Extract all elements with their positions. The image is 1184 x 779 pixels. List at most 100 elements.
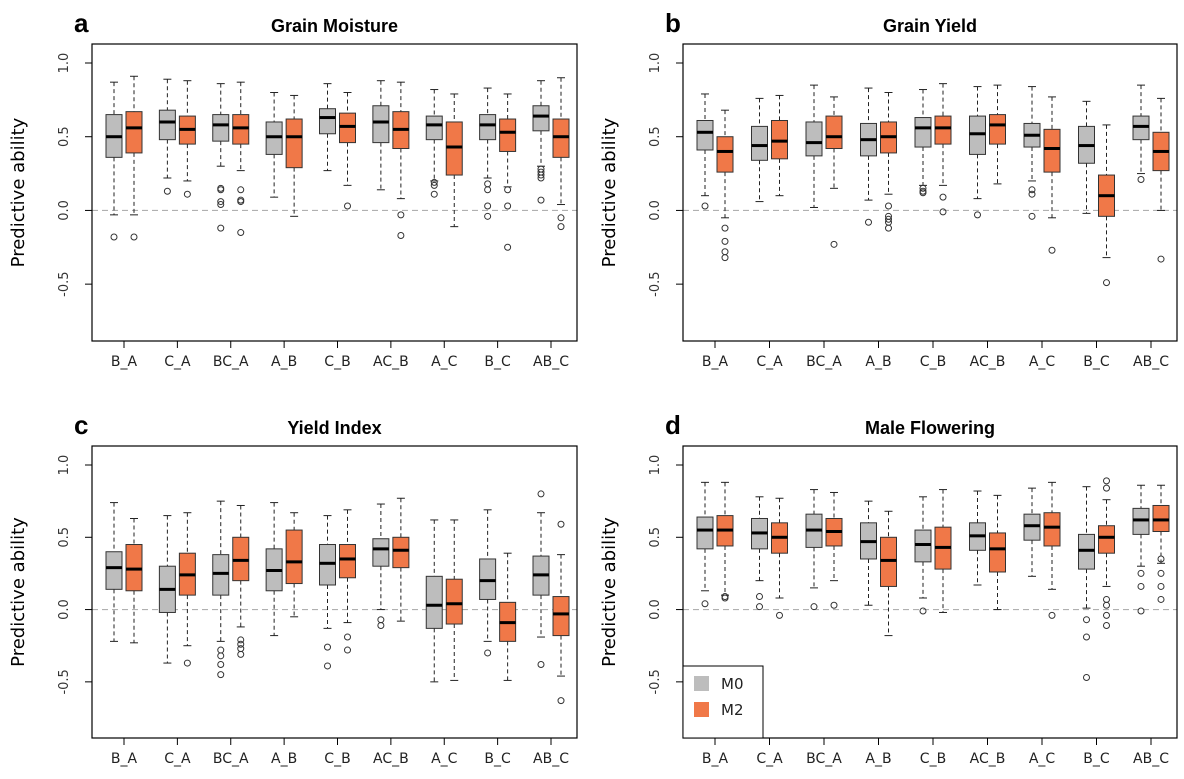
- panel-title: Male Flowering: [865, 418, 995, 438]
- box-M2-B_C: [499, 93, 517, 251]
- outlier-point: [537, 661, 545, 669]
- box-iqr: [751, 125, 768, 161]
- box-M2-A_B: [285, 512, 303, 618]
- box-M0-C_B: [914, 89, 932, 197]
- box-iqr: [105, 551, 123, 590]
- box-iqr: [934, 115, 952, 145]
- x-tick-label: BC_A: [213, 354, 249, 370]
- box-M2-B_C: [1098, 124, 1115, 287]
- outlier-point: [939, 193, 947, 201]
- outlier-point: [1048, 611, 1056, 619]
- y-tick-label: 0.5: [648, 527, 663, 548]
- outlier-point: [1083, 616, 1090, 624]
- x-tick-label: C_A: [756, 354, 783, 370]
- outlier-point: [217, 671, 225, 679]
- outlier-point: [430, 178, 438, 186]
- outlier-point: [721, 248, 729, 256]
- box-M2-B_A: [125, 75, 143, 241]
- box-M2-A_C: [1043, 481, 1061, 619]
- outlier-point: [721, 237, 729, 245]
- outlier-point: [183, 659, 191, 667]
- outlier-point: [756, 593, 763, 601]
- outlier-point: [557, 214, 565, 222]
- box-M0-A_B: [265, 91, 283, 198]
- x-tick-label: B_A: [702, 354, 729, 370]
- outlier-point: [217, 661, 225, 669]
- x-tick-label: BC_A: [806, 354, 842, 370]
- panel-letter: b: [665, 8, 681, 38]
- outlier-point: [830, 601, 838, 609]
- box-M2-C_B: [339, 91, 356, 210]
- x-tick-label: C_A: [164, 751, 191, 767]
- outlier-point: [1103, 484, 1110, 492]
- x-tick-label: AB_C: [533, 354, 569, 370]
- outlier-point: [344, 646, 351, 654]
- box-M2-B_A: [716, 109, 734, 262]
- box-M2-BC_A: [825, 96, 843, 248]
- x-tick-label: BC_A: [213, 751, 249, 767]
- box-M2-A_B: [880, 510, 897, 637]
- x-tick-label: A_C: [1029, 354, 1056, 370]
- y-tick-label: 0.5: [57, 527, 72, 548]
- x-tick-label: B_C: [484, 354, 511, 370]
- box-M0-AC_B: [969, 86, 986, 219]
- outlier-point: [756, 603, 763, 611]
- y-tick-label: 1.0: [648, 53, 663, 74]
- box-M2-B_A: [716, 481, 734, 602]
- outlier-point: [1157, 569, 1165, 577]
- box-M2-B_C: [1098, 477, 1115, 629]
- panel-d: d Male Flowering Predictive ability 1.0 0.5 0…: [599, 410, 1178, 767]
- box-iqr: [989, 114, 1006, 145]
- box-iqr: [825, 115, 843, 150]
- box-iqr: [552, 596, 570, 637]
- y-tick-label: -0.5: [57, 669, 72, 694]
- x-tick-label: AB_C: [533, 751, 569, 767]
- outlier-point: [1083, 674, 1090, 682]
- x-tick-label: AC_B: [970, 354, 1006, 370]
- box-M0-AB_C: [532, 80, 550, 204]
- box-M0-AB_C: [532, 490, 550, 669]
- box-iqr: [212, 114, 230, 142]
- outlier-point: [885, 224, 892, 232]
- box-M0-B_C: [479, 509, 497, 657]
- x-tick-label: A_C: [431, 354, 458, 370]
- box-M0-C_B: [319, 83, 336, 172]
- outlier-point: [1103, 279, 1110, 287]
- box-iqr: [696, 516, 714, 550]
- outlier-point: [1137, 607, 1145, 615]
- x-tick-label: B_A: [111, 354, 138, 370]
- y-tick-label: 0.5: [57, 126, 72, 147]
- box-M0-B_C: [479, 87, 497, 220]
- x-tick-label: C_B: [920, 751, 946, 767]
- outlier-point: [217, 186, 225, 194]
- outlier-point: [130, 233, 138, 241]
- outlier-point: [217, 198, 225, 206]
- box-M0-B_A: [696, 481, 714, 608]
- outlier-point: [237, 198, 245, 206]
- outlier-point: [1028, 186, 1036, 194]
- outlier-point: [1048, 246, 1056, 254]
- outlier-point: [484, 212, 492, 220]
- outlier-point: [1028, 190, 1036, 198]
- box-iqr: [445, 578, 463, 625]
- box-M0-AC_B: [372, 503, 390, 629]
- plot-frame: [682, 445, 1178, 739]
- box-M2-AC_B: [989, 84, 1006, 185]
- box-M0-C_A: [751, 97, 768, 203]
- outlier-point: [810, 603, 818, 611]
- outlier-point: [557, 697, 565, 705]
- outlier-point: [484, 649, 492, 657]
- y-tick-label: 1.0: [648, 455, 663, 476]
- x-tick-label: AC_B: [373, 751, 409, 767]
- box-M0-B_A: [105, 502, 123, 642]
- panel-b: b Grain Yield Predictive ability 1.0 0.5 0.0 -…: [599, 8, 1178, 370]
- box-M2-BC_A: [232, 81, 250, 237]
- panel-letter: d: [665, 410, 681, 440]
- x-tick-label: AB_C: [1133, 751, 1169, 767]
- box-M2-A_C: [1043, 96, 1061, 254]
- box-iqr: [1043, 512, 1061, 547]
- outlier-point: [865, 218, 872, 226]
- box-M0-A_C: [425, 519, 443, 683]
- box-M0-B_C: [1078, 486, 1095, 682]
- legend-swatch-M2: [694, 702, 709, 717]
